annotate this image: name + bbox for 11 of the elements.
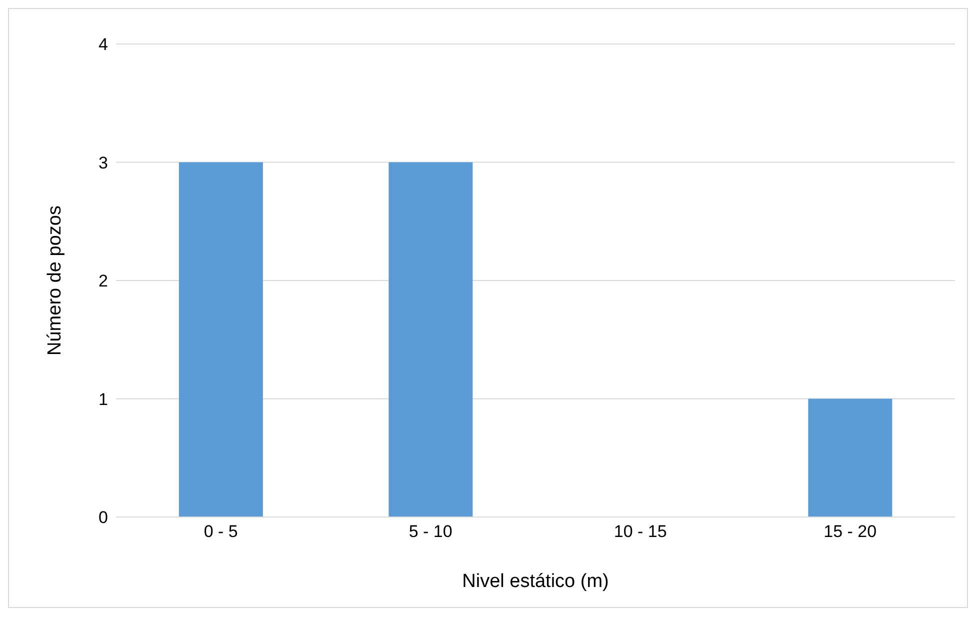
y-tick-label: 4 <box>98 35 108 54</box>
y-tick-label: 2 <box>98 272 108 291</box>
x-tick-label: 10 - 15 <box>614 522 667 542</box>
x-axis-title: Nivel estático (m) <box>462 571 609 592</box>
x-tick-label: 15 - 20 <box>824 522 877 542</box>
y-tick-label: 0 <box>98 508 108 528</box>
x-tick-label: 5 - 10 <box>408 522 452 542</box>
y-tick-label: 1 <box>98 390 108 409</box>
y-axis-title: Número de pozos <box>44 206 66 356</box>
y-tick-label: 3 <box>98 153 108 172</box>
x-tick-label: 0 - 5 <box>204 522 238 542</box>
